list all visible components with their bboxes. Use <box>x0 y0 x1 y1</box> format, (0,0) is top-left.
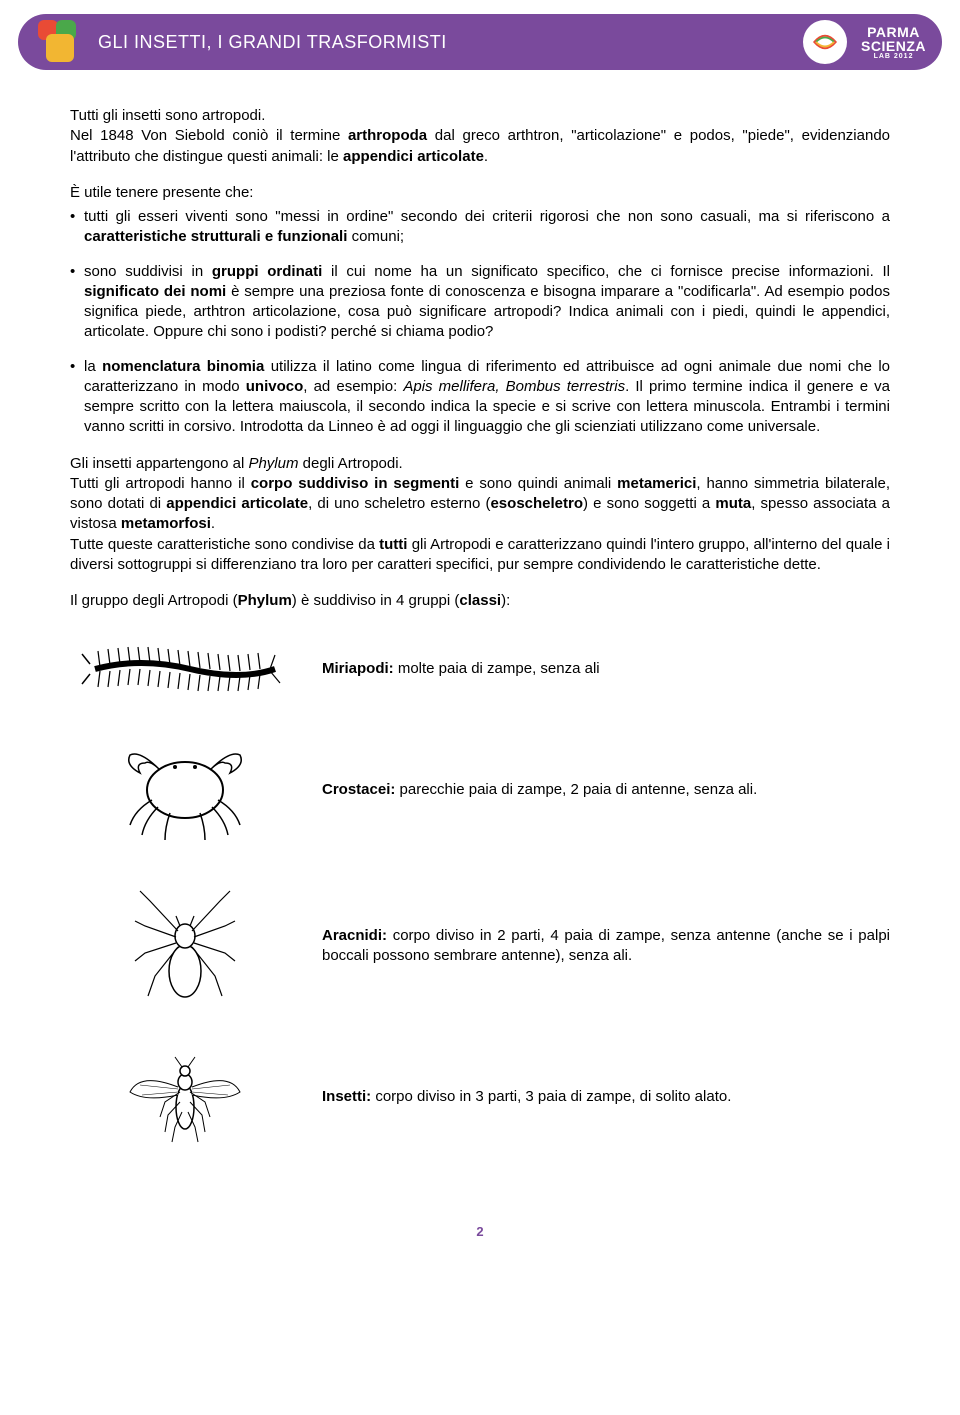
page-number: 2 <box>0 1223 960 1261</box>
b1-b: caratteristiche strutturali e funzionali <box>84 228 347 245</box>
ph2-b1: corpo suddiviso in segmenti <box>251 475 460 492</box>
class-name: Insetti: <box>322 1088 371 1105</box>
list-item: tutti gli esseri viventi sono "messi in … <box>70 207 890 248</box>
intro2-b1: arthropoda <box>348 127 427 144</box>
class-row-aracnidi: Aracnidi: corpo diviso in 2 parti, 4 pai… <box>70 881 890 1011</box>
ph2-a: Tutti gli artropodi hanno il <box>70 475 251 492</box>
ph2-d: , di uno scheletro esterno ( <box>308 495 490 512</box>
class-text: Crostacei: parecchie paia di zampe, 2 pa… <box>322 780 890 800</box>
ph2-g: . <box>211 515 215 532</box>
logo-line2: SCIENZA <box>861 39 926 53</box>
b1-pre: tutti gli esseri viventi sono "messi in … <box>84 208 890 225</box>
ph1-end: degli Artropodi. <box>298 455 402 472</box>
ph3-a: Tutte queste caratteristiche sono condiv… <box>70 536 379 553</box>
ph2-b4: esoscheletro <box>490 495 583 512</box>
intro2-b2: appendici articolate <box>343 148 484 165</box>
spider-icon <box>70 881 300 1011</box>
header-logos: PARMA SCIENZA LAB 2012 <box>803 20 926 64</box>
ci-d: classi <box>459 592 501 609</box>
b2-b2: significato dei nomi <box>84 283 226 300</box>
class-name: Aracnidi: <box>322 927 387 944</box>
ph2-b3: appendici articolate <box>166 495 308 512</box>
class-row-insetti: Insetti: corpo diviso in 3 parti, 3 paia… <box>70 1047 890 1147</box>
ph2-b: e sono quindi animali <box>459 475 617 492</box>
bullet-list: tutti gli esseri viventi sono "messi in … <box>70 207 890 438</box>
list-item: la nomenclatura binomia utilizza il lati… <box>70 357 890 438</box>
b3-mid2: , ad esempio: <box>303 378 403 395</box>
class-desc: molte paia di zampe, senza ali <box>394 660 600 677</box>
ci-e: ): <box>501 592 510 609</box>
intro2-end: . <box>484 148 488 165</box>
header-title: GLI INSETTI, I GRANDI TRASFORMISTI <box>98 30 447 54</box>
classes-intro: Il gruppo degli Artropodi (Phylum) è sud… <box>70 591 890 611</box>
class-text: Insetti: corpo diviso in 3 parti, 3 paia… <box>322 1087 890 1107</box>
b3-b1: nomenclatura binomia <box>102 358 264 375</box>
ci-c: ) è suddiviso in 4 gruppi ( <box>292 592 460 609</box>
b3-i: Apis mellifera, Bombus terrestris <box>403 378 625 395</box>
ph2-b6: metamorfosi <box>121 515 211 532</box>
b2-pre: sono suddivisi in <box>84 263 212 280</box>
page-header: GLI INSETTI, I GRANDI TRASFORMISTI PARMA… <box>18 14 942 70</box>
page-content: Tutti gli insetti sono artropodi. Nel 18… <box>0 70 960 1213</box>
intro2-pre: Nel 1848 Von Siebold coniò il termine <box>70 127 348 144</box>
class-text: Aracnidi: corpo diviso in 2 parti, 4 pai… <box>322 926 890 967</box>
intro-paragraph: Tutti gli insetti sono artropodi. Nel 18… <box>70 106 890 167</box>
parma-scienza-logo: PARMA SCIENZA LAB 2012 <box>861 25 926 60</box>
ph2-b2: metamerici <box>617 475 696 492</box>
ci-b: Phylum <box>238 592 292 609</box>
ph3-b: tutti <box>379 536 407 553</box>
list-item: sono suddivisi in gruppi ordinati il cui… <box>70 262 890 343</box>
b2-b1: gruppi ordinati <box>212 263 322 280</box>
logo-line1: PARMA <box>861 25 926 39</box>
fly-icon <box>70 1047 300 1147</box>
class-row-crostacei: Crostacei: parecchie paia di zampe, 2 pa… <box>70 735 890 845</box>
b2-mid1: il cui nome ha un significato specifico,… <box>322 263 890 280</box>
b3-b2: univoco <box>246 378 304 395</box>
class-name: Miriapodi: <box>322 660 394 677</box>
b1-end: comuni; <box>347 228 404 245</box>
class-desc: corpo diviso in 2 parti, 4 paia di zampe… <box>322 927 890 964</box>
ph2-b5: muta <box>715 495 751 512</box>
intro-line1: Tutti gli insetti sono artropodi. <box>70 107 265 124</box>
swirl-logo-icon <box>803 20 847 64</box>
ph2-e: ) e sono soggetti a <box>583 495 715 512</box>
utile-intro: È utile tenere presente che: <box>70 183 890 203</box>
class-text: Miriapodi: molte paia di zampe, senza al… <box>322 659 890 679</box>
class-name: Crostacei: <box>322 781 395 798</box>
logo-line3: LAB 2012 <box>861 53 926 60</box>
class-desc: corpo diviso in 3 parti, 3 paia di zampe… <box>371 1088 731 1105</box>
phylum-paragraph: Gli insetti appartengono al Phylum degli… <box>70 454 890 576</box>
ph1-i: Phylum <box>248 455 298 472</box>
class-desc: parecchie paia di zampe, 2 paia di anten… <box>395 781 757 798</box>
centipede-icon <box>70 639 300 699</box>
crab-icon <box>70 735 300 845</box>
header-squares-icon <box>34 16 86 68</box>
b3-pre: la <box>84 358 102 375</box>
ci-a: Il gruppo degli Artropodi ( <box>70 592 238 609</box>
ph1-pre: Gli insetti appartengono al <box>70 455 248 472</box>
class-row-miriapodi: Miriapodi: molte paia di zampe, senza al… <box>70 639 890 699</box>
